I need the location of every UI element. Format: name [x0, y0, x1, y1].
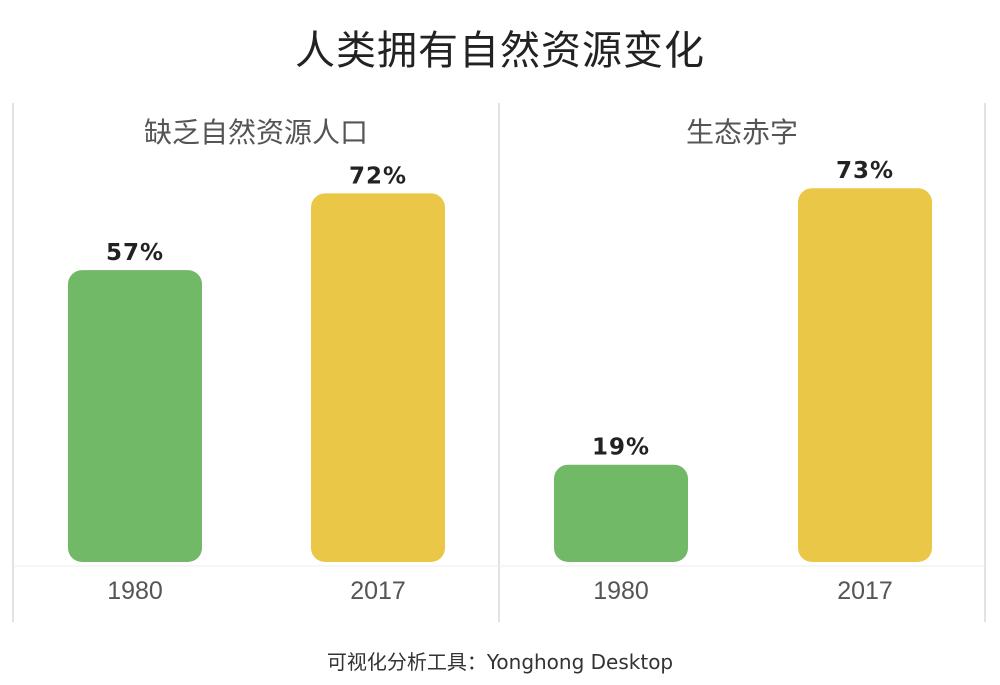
panel-title: 生态赤字	[686, 116, 798, 149]
chart-area: 缺乏自然资源人口 57% 1980 72% 2017 生态赤字 19% 1980 73% 2017	[12, 103, 986, 622]
data-label: 73%	[836, 158, 894, 184]
data-label: 57%	[106, 240, 164, 266]
x-tick-label: 1980	[593, 577, 649, 605]
panel-title: 缺乏自然资源人口	[144, 116, 368, 149]
bar-2017	[311, 193, 445, 563]
x-tick-label: 2017	[837, 577, 893, 605]
data-label: 72%	[349, 163, 407, 189]
bar-1980	[68, 270, 202, 562]
chart-title: 人类拥有自然资源变化	[295, 28, 705, 74]
data-label: 19%	[592, 435, 650, 461]
footer-credit: 可视化分析工具：Yonghong Desktop	[326, 650, 674, 674]
x-tick-label: 2017	[350, 577, 406, 605]
bar-1980	[554, 464, 688, 562]
x-tick-label: 1980	[107, 577, 163, 605]
bar-2017	[798, 188, 932, 563]
